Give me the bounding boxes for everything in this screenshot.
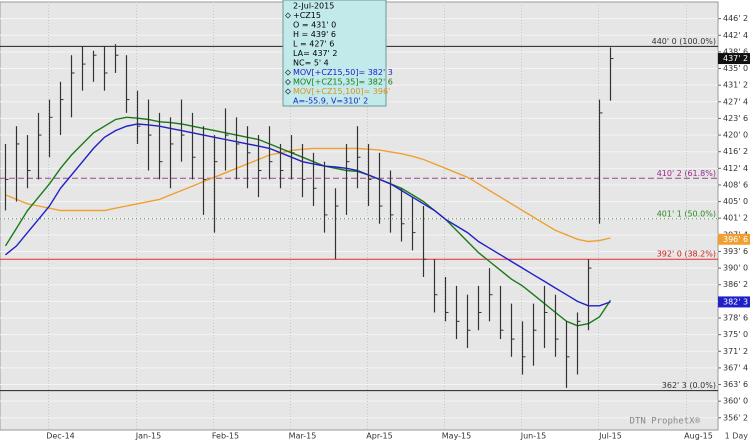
info-line: NC= 5' 4: [293, 59, 329, 68]
y-tick-label: 435' 0: [723, 64, 748, 73]
interval-label: 1 Day: [725, 432, 749, 441]
level-label: 401' 1 (50.0%): [657, 209, 716, 218]
x-tick-label: Apr-15: [366, 432, 392, 441]
y-tick-label: 356' 2: [723, 413, 748, 422]
moving-average-line: [4, 116, 612, 327]
info-line: MOV[+CZ15,35]= 382' 6: [293, 78, 393, 87]
watermark: DTN ProphetX®: [630, 417, 701, 427]
y-tick-label: 423' 6: [723, 114, 748, 123]
y-tick-label: 375' 0: [723, 330, 748, 339]
price-flag-label: 437' 2: [723, 54, 748, 63]
info-line: O = 431' 0: [293, 21, 336, 30]
x-tick-label: Feb-15: [212, 432, 239, 441]
info-line: A=-55.9, V=310' 2: [293, 97, 368, 106]
y-axis: 446' 2 442' 4 438' 6 435' 0 431' 2 427' 4 423'…: [718, 14, 750, 422]
info-line: 2-Jul-2015: [293, 2, 334, 11]
info-marker: [284, 78, 292, 86]
level-label: 362' 3 (0.0%): [662, 381, 716, 390]
info-line: +CZ15: [293, 11, 321, 20]
y-tick-label: 393' 6: [723, 247, 748, 256]
info-line: L = 427' 6: [293, 40, 334, 49]
y-tick-label: 427' 4: [723, 97, 748, 106]
y-tick-label: 363' 6: [723, 380, 748, 389]
y-tick-label: 378' 6: [723, 314, 748, 323]
y-tick-label: 408' 6: [723, 180, 748, 189]
y-tick-label: 412' 4: [723, 164, 748, 173]
info-marker: [284, 69, 292, 76]
y-tick-label: 442' 4: [723, 31, 748, 40]
level-label: 440' 0 (100.0%): [652, 37, 716, 46]
y-tick-label: 386' 2: [723, 280, 748, 289]
price-bars: [4, 44, 614, 388]
x-tick-label: Aug-15: [684, 432, 713, 441]
y-tick-label: 438' 6: [723, 47, 748, 56]
moving-average-line: [5, 123, 611, 307]
info-marker: [284, 88, 292, 95]
y-tick-label: 367' 4: [723, 363, 748, 372]
moving-averages: [4, 116, 612, 327]
y-tick-label: 431' 2: [723, 81, 748, 90]
x-tick-label: May-15: [442, 432, 471, 441]
y-tick-label: 420' 0: [723, 131, 748, 140]
info-line: MOV[+CZ15,100]= 396': [293, 87, 390, 96]
price-flag: [718, 53, 750, 65]
x-tick-label: Mar-15: [289, 432, 317, 441]
x-tick-label: Dec-14: [46, 432, 75, 441]
y-tick-label: 446' 2: [723, 14, 748, 23]
y-tick-label: 371' 2: [723, 347, 748, 356]
level-label: 392' 0 (38.2%): [657, 250, 716, 259]
level-label: 410' 2 (61.8%): [657, 169, 716, 178]
moving-average-line: [5, 147, 611, 243]
info-box-frame: [282, 0, 387, 107]
info-marker: [284, 12, 292, 19]
info-line: LA= 437' 2: [293, 49, 337, 58]
y-tick-label: 390' 0: [723, 264, 748, 273]
x-tick-label: Jun-15: [520, 432, 547, 441]
y-tick-label: 360' 0: [723, 397, 748, 406]
price-flag-label: 382' 3: [723, 297, 748, 306]
price-flag-label: 396' 6: [723, 235, 748, 244]
y-tick-label: 401' 2: [723, 214, 748, 223]
y-tick-label: 416' 2: [723, 147, 748, 156]
price-flag: [718, 296, 750, 308]
x-tick-label: Jan-15: [135, 432, 161, 441]
y-tick-label: 405' 0: [723, 197, 748, 206]
price-flag: [718, 233, 750, 245]
info-line: MOV[+CZ15,50]= 382' 3: [293, 68, 393, 77]
info-line: H = 439' 6: [293, 30, 336, 39]
x-tick-label: Jul-15: [598, 432, 622, 441]
